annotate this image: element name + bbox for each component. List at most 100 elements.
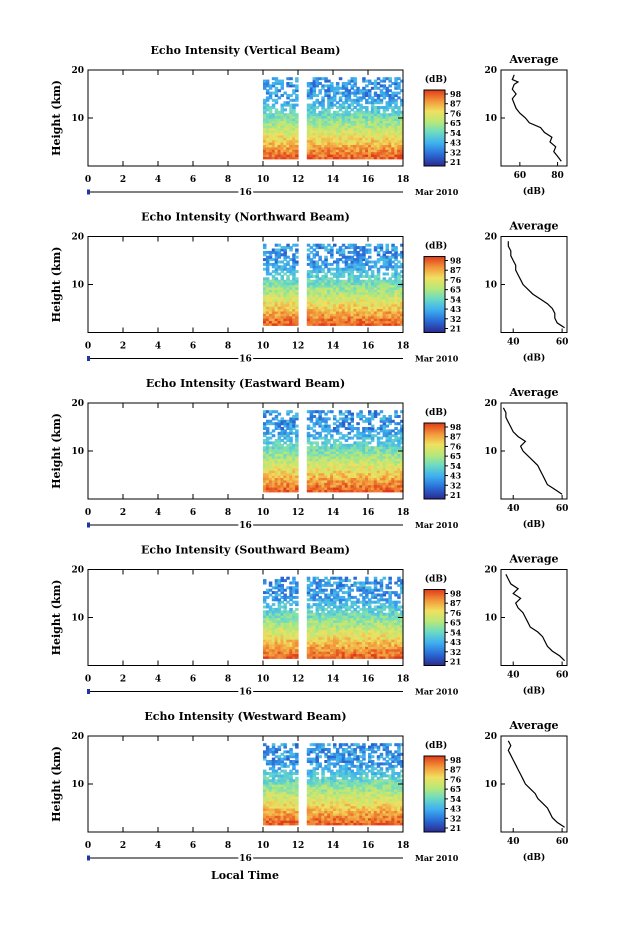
date-bar-marker <box>87 356 90 361</box>
panel-0: Echo Intensity (Vertical Beam)2010Height… <box>50 44 567 198</box>
heatmap-cell <box>295 582 299 585</box>
colorbar-tick-label: 43 <box>450 304 462 314</box>
colorbar-tick-label: 98 <box>450 89 462 99</box>
heatmap-cell <box>374 446 378 449</box>
heatmap-cell <box>356 610 360 613</box>
heatmap-cell <box>318 256 322 259</box>
heatmap-cell <box>339 410 343 413</box>
heatmap-cell <box>356 441 360 444</box>
heatmap-cell <box>327 417 331 420</box>
y-axis-label: Height (km) <box>50 413 63 489</box>
heatmap-cell <box>330 410 334 413</box>
heatmap-cell <box>374 99 378 102</box>
date-month-label: Mar 2010 <box>415 187 459 197</box>
heatmap-cell <box>295 613 299 616</box>
heatmap-cell <box>263 579 267 582</box>
heatmap-cell <box>333 244 337 247</box>
x-tick-label: 18 <box>397 508 410 518</box>
heatmap-cell <box>339 417 343 420</box>
heatmap-cell <box>295 256 299 259</box>
avg-title: Average <box>508 220 558 233</box>
heatmap-cell <box>295 244 299 247</box>
x-tick-label: 10 <box>257 508 270 518</box>
colorbar-unit: (dB) <box>425 241 447 252</box>
colorbar-tick-label: 32 <box>450 147 461 157</box>
avg-x-tick-label: 80 <box>551 171 564 181</box>
heatmap-cell <box>269 263 273 266</box>
panel-title: Echo Intensity (Eastward Beam) <box>146 377 345 390</box>
heatmap-cell <box>321 77 325 80</box>
heatmap-cell <box>374 92 378 95</box>
x-tick-label: 10 <box>257 175 270 185</box>
x-tick-label: 4 <box>155 342 161 352</box>
date-month-label: Mar 2010 <box>415 354 459 364</box>
heatmap-cell <box>286 244 290 247</box>
heatmap-cell <box>365 577 369 580</box>
heatmap-cell <box>391 106 395 109</box>
colorbar-tick-label: 54 <box>450 294 462 304</box>
avg-frame <box>501 403 567 499</box>
heatmap-cell <box>388 415 392 418</box>
heatmap-cell <box>391 92 395 95</box>
heatmap-cell <box>356 606 360 609</box>
avg-profile-line <box>503 408 562 494</box>
heatmap-cell <box>321 425 325 428</box>
x-tick-label: 2 <box>120 175 126 185</box>
heatmap-cell <box>356 96 360 99</box>
heatmap-cell <box>324 256 328 259</box>
heatmap-cell <box>356 275 360 278</box>
heatmap-cell <box>365 106 369 109</box>
heatmap-cell <box>295 104 299 107</box>
heatmap-cell <box>286 261 290 264</box>
heatmap-cell <box>339 432 343 435</box>
colorbar-tick-label: 98 <box>450 422 462 432</box>
heatmap-cell <box>281 584 285 587</box>
y-tick-label: 10 <box>71 281 84 291</box>
colorbar-tick-label: 76 <box>450 275 462 285</box>
date-day-label: 16 <box>239 188 252 198</box>
heatmap-cell <box>339 113 343 116</box>
heatmap-cell <box>281 80 285 83</box>
date-bar-marker <box>87 523 90 528</box>
heatmap-cell <box>266 80 270 83</box>
date-month-label: Mar 2010 <box>415 520 459 530</box>
heatmap-cell <box>286 432 290 435</box>
heatmap-cell <box>386 273 390 276</box>
heatmap-cell <box>356 586 360 589</box>
heatmap-cell <box>286 410 290 413</box>
heatmap-cell <box>339 437 343 440</box>
heatmap-cell <box>269 420 273 423</box>
colorbar <box>424 257 445 333</box>
colorbar-tick-label: 98 <box>450 256 462 266</box>
colorbar <box>424 423 445 499</box>
avg-profile-line <box>508 241 564 327</box>
heatmap-cell <box>339 77 343 80</box>
heatmap-cell <box>269 92 273 95</box>
avg-y-tick-label: 10 <box>484 281 497 291</box>
heatmap-cell <box>269 251 273 254</box>
colorbar-tick-label: 87 <box>450 265 461 275</box>
x-tick-label: 4 <box>155 175 161 185</box>
heatmap-cell <box>286 596 290 599</box>
heatmap-cell <box>351 589 355 592</box>
heatmap-cell <box>339 92 343 95</box>
avg-title: Average <box>508 386 558 399</box>
heatmap-cell <box>269 273 273 276</box>
heatmap-cell <box>356 108 360 111</box>
heatmap-cell <box>295 249 299 252</box>
heatmap-cell <box>339 280 343 283</box>
heatmap-cell <box>272 603 276 606</box>
heatmap-cell <box>330 434 334 437</box>
panel-1: Echo Intensity (Northward Beam)2010Heigh… <box>50 211 568 365</box>
heatmap-cell <box>374 261 378 264</box>
heatmap-cell <box>391 273 395 276</box>
x-tick-label: 8 <box>225 342 231 352</box>
heatmap-cell <box>339 268 343 271</box>
y-tick-label: 20 <box>71 66 84 76</box>
heatmap-cell <box>391 420 395 423</box>
y-tick-label: 20 <box>71 399 84 409</box>
heatmap-cell <box>286 586 290 589</box>
x-tick-label: 2 <box>120 342 126 352</box>
colorbar-tick-label: 76 <box>450 441 462 451</box>
colorbar-tick-label: 43 <box>450 138 462 148</box>
